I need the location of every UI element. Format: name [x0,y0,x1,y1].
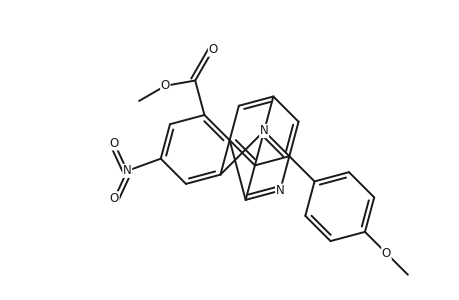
Text: O: O [381,247,390,260]
Text: O: O [110,192,119,205]
Text: N: N [123,164,131,177]
Text: O: O [208,43,217,56]
Text: N: N [275,184,284,197]
Text: O: O [160,79,170,92]
Text: O: O [110,137,119,150]
Text: N: N [259,124,268,137]
